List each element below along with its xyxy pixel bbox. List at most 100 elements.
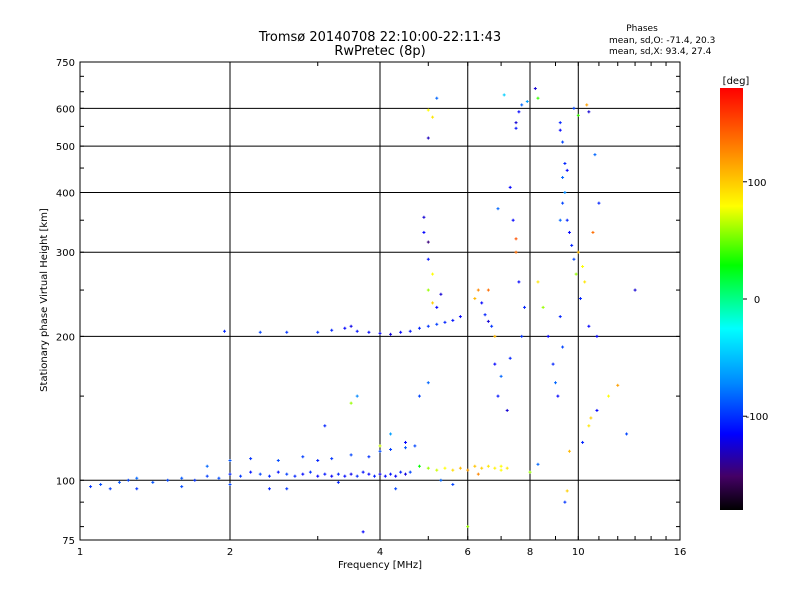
data-point — [166, 478, 170, 482]
data-point — [413, 444, 417, 448]
y-tick-label: 400 — [56, 188, 75, 199]
data-point — [367, 455, 371, 459]
data-point — [563, 190, 567, 194]
data-point — [426, 257, 430, 261]
data-point-v — [362, 470, 364, 474]
data-point-v — [459, 315, 461, 319]
data-point-v — [500, 374, 502, 378]
data-point-v — [118, 480, 120, 484]
data-point — [394, 474, 398, 478]
data-point — [466, 468, 470, 472]
data-point — [483, 313, 487, 317]
data-point-v — [444, 466, 446, 470]
data-point-v — [452, 318, 454, 322]
data-point-v — [136, 487, 138, 491]
data-point — [417, 394, 421, 398]
y-tick-label: 500 — [56, 142, 75, 153]
data-point — [511, 218, 515, 222]
data-point-v — [152, 480, 154, 484]
data-point-v — [432, 301, 434, 305]
data-point — [536, 96, 540, 100]
data-point — [435, 468, 439, 472]
data-point — [378, 449, 382, 453]
data-point-v — [626, 432, 628, 436]
data-point — [193, 478, 197, 482]
data-point-v — [390, 472, 392, 476]
data-point — [591, 230, 595, 234]
data-point-v — [390, 447, 392, 451]
x-tick-label: 16 — [674, 547, 687, 558]
data-point-v — [250, 470, 252, 474]
data-point-v — [509, 185, 511, 189]
data-point-v — [554, 381, 556, 385]
data-point-v — [582, 265, 584, 269]
data-point-v — [404, 446, 406, 450]
data-point — [558, 128, 562, 132]
data-point-v — [588, 324, 590, 328]
data-point-v — [452, 482, 454, 486]
data-point-v — [362, 530, 364, 534]
data-point — [514, 250, 518, 254]
data-point — [267, 487, 271, 491]
y-tick-label: 300 — [56, 248, 75, 259]
data-point-v — [521, 334, 523, 338]
data-point — [525, 100, 529, 104]
data-point — [426, 288, 430, 292]
data-point — [517, 280, 521, 284]
y-tick-label: 200 — [56, 332, 75, 343]
data-point-v — [568, 230, 570, 234]
data-point — [223, 329, 227, 333]
data-point-v — [596, 334, 598, 338]
data-point — [541, 305, 545, 309]
data-point-v — [562, 175, 564, 179]
data-point — [330, 457, 334, 461]
data-point-v — [331, 328, 333, 332]
data-point-v — [302, 455, 304, 459]
data-point — [267, 474, 271, 478]
data-point — [336, 480, 340, 484]
data-point-v — [515, 121, 517, 125]
data-point-v — [491, 324, 493, 328]
data-point — [135, 487, 139, 491]
phases-o-stats: mean, sd,O: -71.4, 20.3 — [609, 36, 715, 46]
data-point — [389, 432, 393, 436]
data-point — [301, 455, 305, 459]
x-tick-label: 6 — [465, 547, 471, 558]
data-point-v — [368, 455, 370, 459]
data-point — [607, 394, 611, 398]
data-point — [480, 301, 484, 305]
data-point — [217, 476, 221, 480]
data-point-v — [537, 462, 539, 466]
data-point — [205, 474, 209, 478]
data-point — [383, 474, 387, 478]
chart-subtitle: RwPretec (8p) — [334, 44, 425, 59]
data-point — [520, 334, 524, 338]
data-point — [493, 334, 497, 338]
phases-x-stats: mean, sd,X: 93.4, 27.4 — [609, 47, 712, 57]
data-point — [505, 408, 509, 412]
data-point — [399, 470, 403, 474]
data-point — [89, 485, 93, 489]
data-point — [520, 103, 524, 107]
data-point — [276, 470, 280, 474]
data-point-v — [427, 240, 429, 244]
data-point-v — [566, 168, 568, 172]
data-point — [546, 334, 550, 338]
data-point — [349, 453, 353, 457]
data-point-v — [579, 297, 581, 301]
data-point — [597, 201, 601, 205]
data-point — [476, 288, 480, 292]
data-point — [439, 292, 443, 296]
data-point-v — [350, 453, 352, 457]
data-point-v — [474, 464, 476, 468]
data-point-v — [534, 87, 536, 91]
data-point — [426, 381, 430, 385]
data-point — [276, 458, 280, 462]
data-point-v — [582, 440, 584, 444]
data-point-v — [259, 330, 261, 334]
data-point — [567, 230, 571, 234]
data-point-v — [562, 201, 564, 205]
data-point — [426, 108, 430, 112]
data-point-v — [432, 115, 434, 119]
